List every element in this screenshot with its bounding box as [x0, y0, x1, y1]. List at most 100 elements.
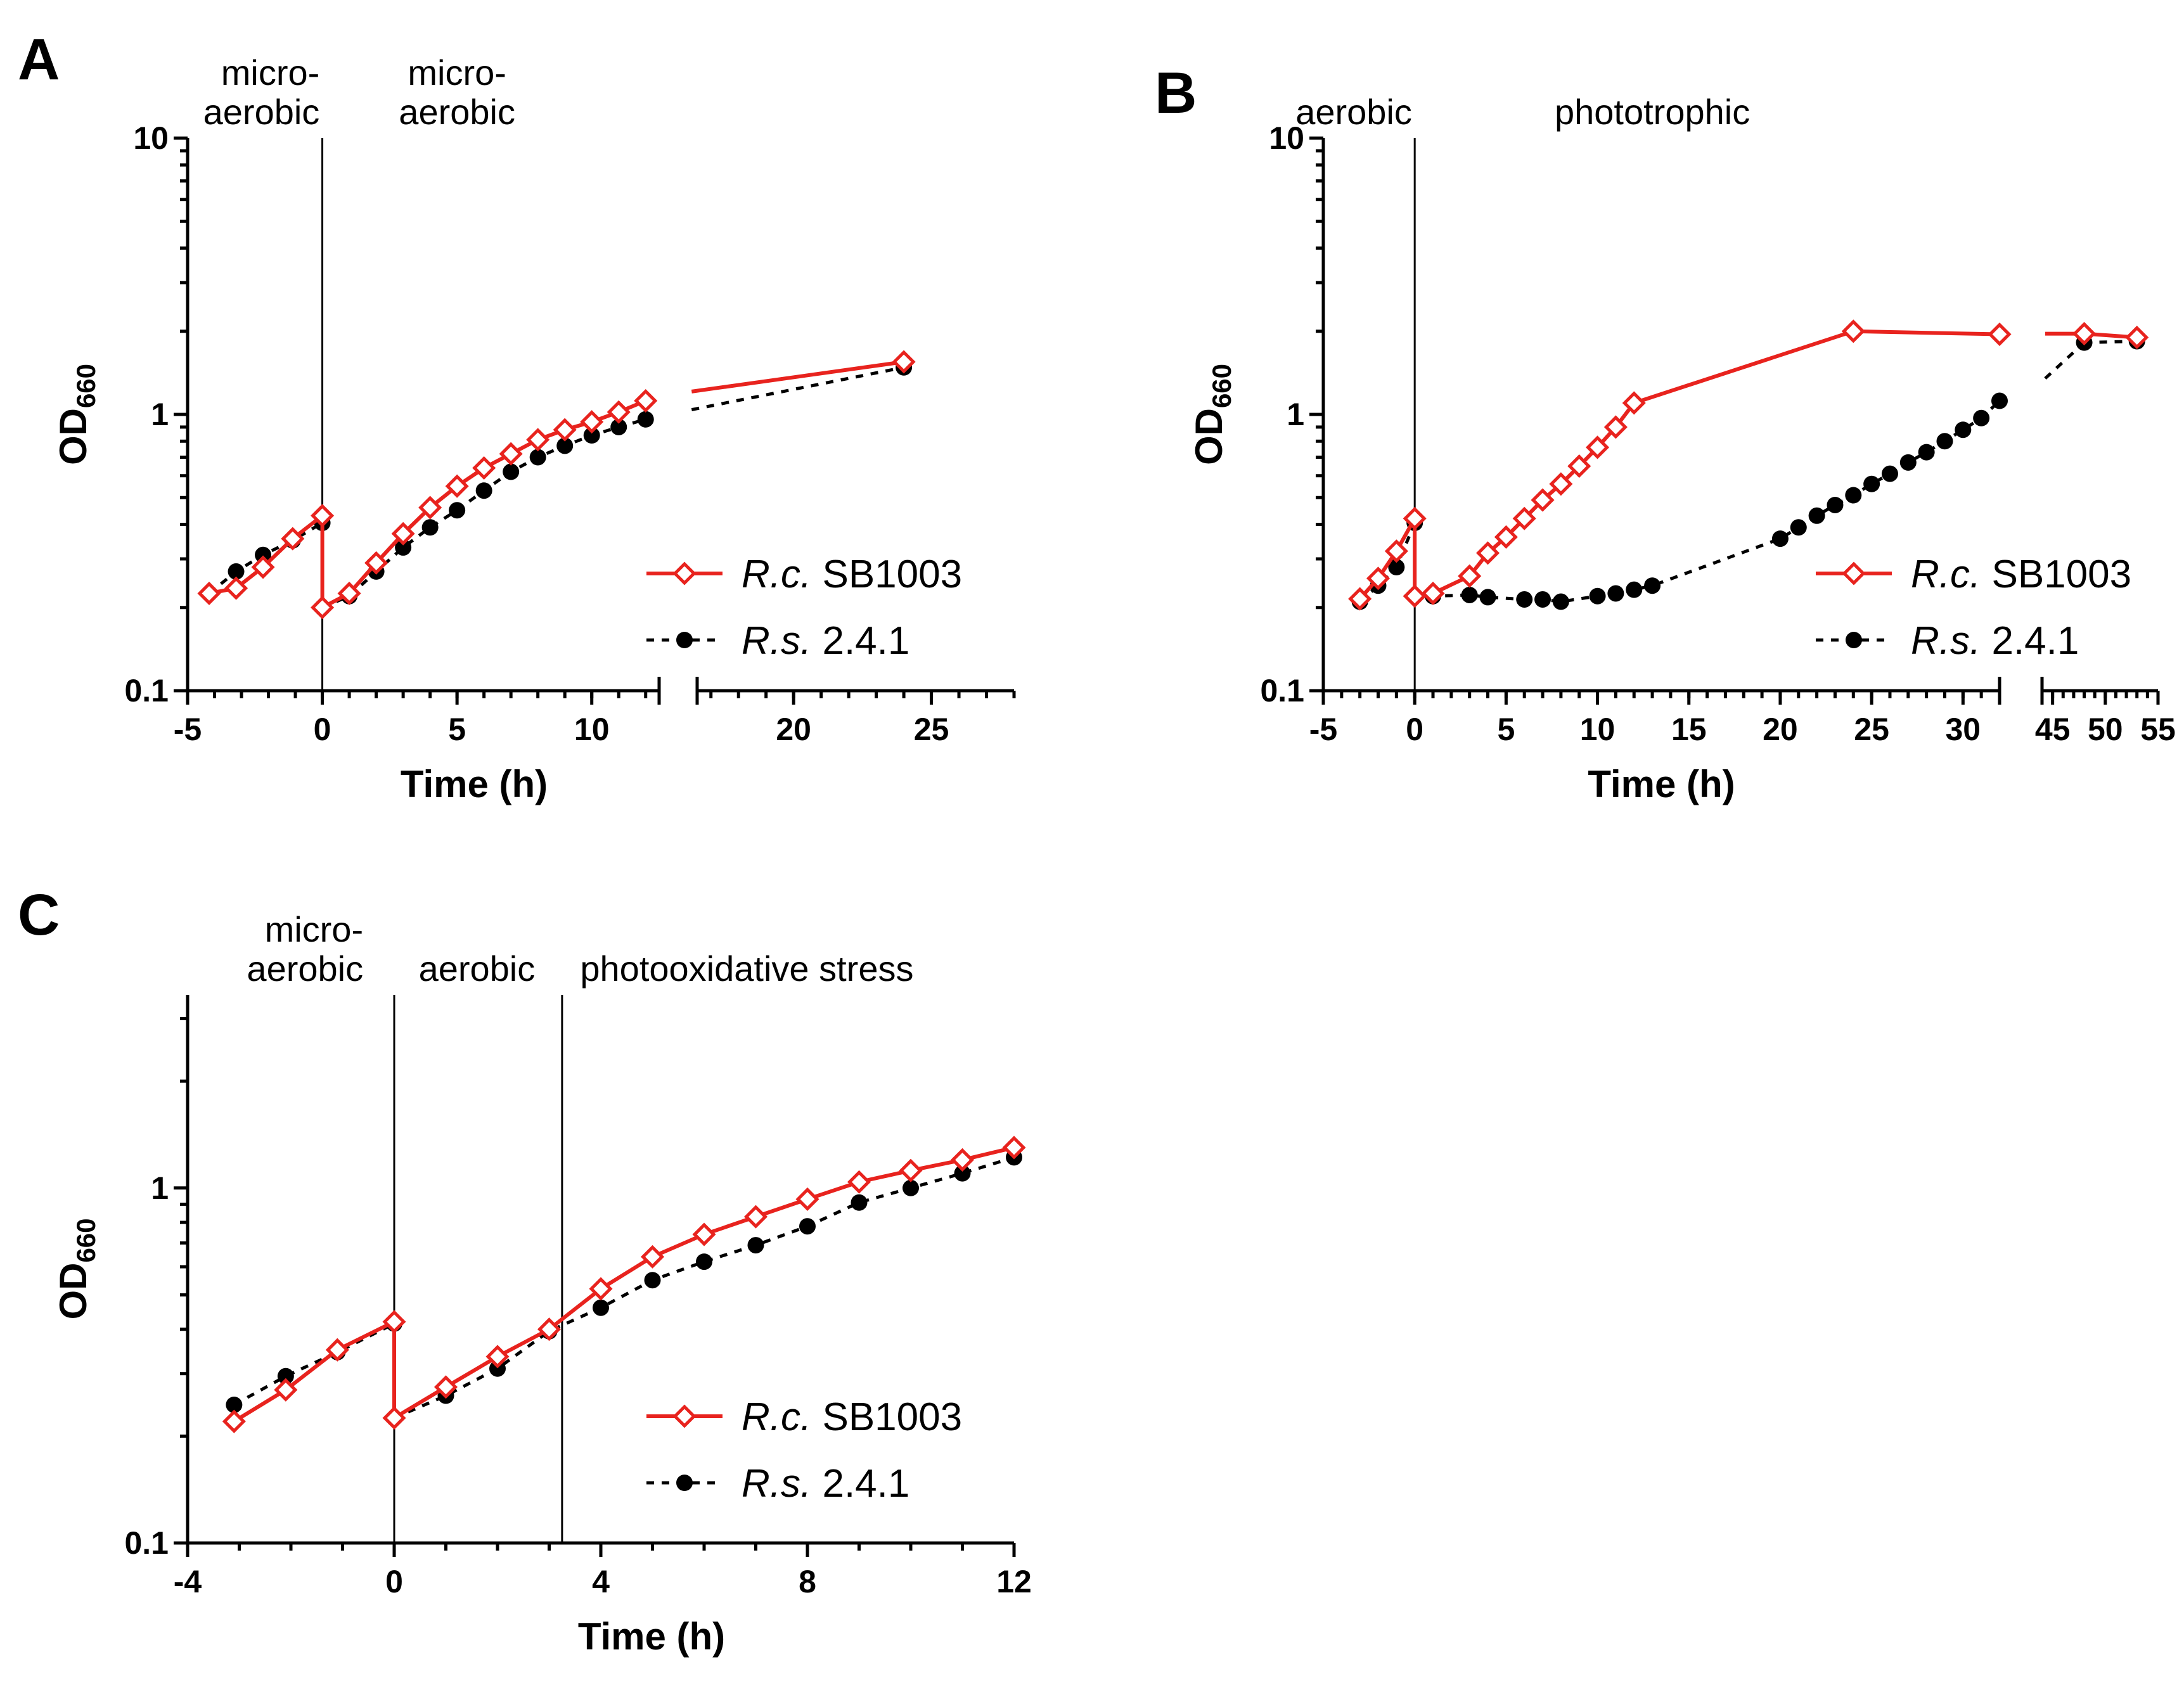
data-point-marker [676, 1475, 693, 1491]
panel-letter: A [18, 27, 60, 92]
x-tick-label: -5 [1309, 712, 1337, 747]
data-point-marker [847, 1170, 871, 1194]
data-point-marker [892, 350, 916, 374]
legend-label-italic: R.s. [1911, 619, 1981, 663]
data-point-marker [1002, 1136, 1026, 1160]
data-point-marker [1846, 632, 1862, 648]
y-tick-label: 1 [1287, 397, 1304, 432]
y-tick-label: 0.1 [1260, 673, 1304, 708]
legend-item: R.c. SB1003 [1816, 553, 2131, 596]
data-point-marker [1955, 421, 1972, 439]
x-tick-label: 25 [1854, 712, 1889, 747]
data-point-marker [449, 502, 466, 519]
data-point-marker [1458, 564, 1482, 588]
phase-label: micro- [221, 53, 320, 93]
x-tick-label: 50 [2088, 712, 2123, 747]
data-point-marker [580, 410, 604, 434]
series-rc [1348, 319, 2149, 611]
data-point-marker [197, 581, 221, 605]
data-point-marker [610, 418, 627, 435]
data-point-marker [1607, 585, 1624, 602]
legend-label-rest: SB1003 [811, 1395, 962, 1439]
data-point-marker [589, 1277, 613, 1301]
x-tick-label: -4 [174, 1564, 202, 1599]
y-axis-label-subscript: 660 [71, 1218, 101, 1262]
series-rs [226, 1149, 1022, 1426]
data-point-marker [503, 463, 520, 480]
data-point-marker [593, 1299, 609, 1316]
x-axis-label: Time (h) [401, 763, 548, 805]
data-point-marker [1991, 392, 2008, 409]
data-point-marker [1479, 589, 1496, 606]
y-tick-label: 10 [1269, 120, 1304, 156]
data-point-marker [2125, 325, 2149, 349]
data-point-marker [637, 411, 654, 428]
series-rc [197, 350, 916, 620]
data-point-marker [1863, 475, 1880, 492]
legend-item: R.s. 2.4.1 [1816, 619, 2079, 663]
legend-label: R.s. 2.4.1 [742, 619, 909, 663]
data-point-marker [795, 1187, 819, 1211]
data-point-marker [1771, 530, 1789, 547]
x-tick-label: 25 [914, 712, 949, 747]
x-tick-label: 45 [2035, 712, 2071, 747]
phase-label: aerobic [399, 92, 515, 132]
data-point-marker [553, 418, 577, 442]
phase-label: photooxidative stress [580, 949, 913, 989]
data-point-marker [489, 1360, 506, 1377]
y-tick-label: 0.1 [124, 673, 169, 708]
data-point-marker [1586, 435, 1610, 459]
data-point-marker [445, 474, 469, 498]
series-line [394, 1156, 1015, 1419]
data-point-marker [672, 561, 697, 586]
data-point-marker [950, 1148, 975, 1172]
data-point-marker [1516, 591, 1533, 608]
legend-label: R.c. SB1003 [1911, 553, 2131, 596]
panel-A: A 0.1 1 10 -5 0 5 10 20 25 Time (h) OD660 micro-aero… [18, 27, 1016, 805]
x-tick-label: 30 [1946, 712, 1981, 747]
data-point-marker [1808, 507, 1825, 524]
panel-B: B 0.1 1 10 -5 0 5 10 15 20 25 30 45 50 55 Time (h) OD660… [1155, 61, 2176, 805]
data-point-marker [485, 1345, 510, 1369]
y-tick-label: 1 [151, 397, 169, 432]
data-point-marker [607, 400, 631, 424]
x-tick-label: 5 [1497, 712, 1515, 747]
x-tick-label: 0 [385, 1564, 403, 1599]
y-tick-label: 1 [151, 1170, 169, 1206]
legend-label: R.s. 2.4.1 [1911, 619, 2079, 663]
data-point-marker [1366, 567, 1391, 591]
x-tick-label: 8 [799, 1564, 816, 1599]
data-point-marker [644, 1272, 661, 1289]
data-point-marker [251, 555, 275, 579]
x-axis-label: Time (h) [1588, 763, 1735, 805]
data-point-marker [475, 482, 492, 499]
phase-label: micro- [265, 909, 364, 949]
panel-letter: C [18, 883, 60, 947]
data-point-marker [1988, 323, 2012, 347]
data-point-marker [2072, 322, 2097, 346]
x-tick-label: 5 [448, 712, 466, 747]
legend-item: R.c. SB1003 [646, 1395, 962, 1439]
data-point-marker [1918, 444, 1935, 461]
data-point-marker [274, 1378, 298, 1402]
legend-label-italic: R.c. [742, 553, 811, 596]
data-point-marker [1845, 487, 1862, 504]
data-point-marker [640, 1245, 665, 1269]
series-line [233, 1322, 395, 1407]
x-tick-label: 20 [1763, 712, 1798, 747]
data-point-marker [1603, 415, 1628, 439]
data-point-marker [851, 1194, 868, 1211]
data-point-marker [382, 1310, 406, 1334]
data-point-marker [1622, 391, 1646, 415]
panel-letter: B [1155, 61, 1197, 125]
data-point-marker [1936, 433, 1953, 450]
data-point-marker [1494, 525, 1518, 549]
data-point-marker [1567, 454, 1591, 478]
data-point-marker [537, 1317, 562, 1341]
data-point-marker [382, 1406, 406, 1430]
legend-label-italic: R.s. [742, 1462, 811, 1506]
series-line [233, 1320, 395, 1423]
y-axis-label-main: OD [1188, 408, 1230, 465]
legend-item: R.c. SB1003 [646, 553, 962, 596]
data-point-marker [743, 1205, 768, 1229]
